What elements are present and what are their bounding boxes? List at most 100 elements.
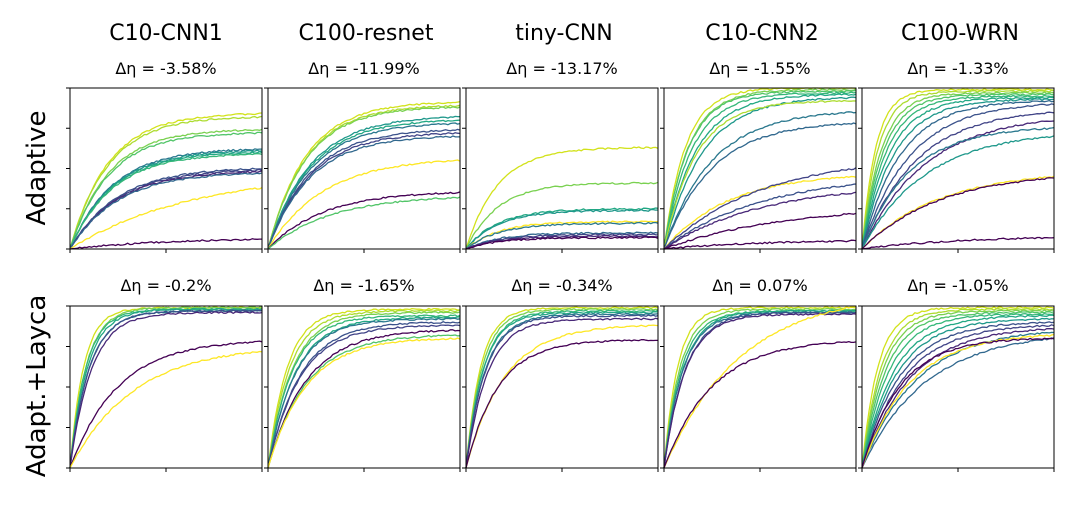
curve [861,135,1055,250]
curve [267,334,461,469]
panel-frame [69,87,263,250]
curve [267,311,461,469]
panel-adapt-layca-c100-resnet: Δη = -1.65% [264,276,461,472]
curve [465,221,659,250]
curve [465,146,659,250]
curve [267,329,461,469]
curve [267,314,461,469]
panel-adaptive-c10-cnn2: Δη = -1.55% [660,59,857,253]
curve [861,324,1055,469]
curve [267,196,461,250]
curve [465,317,659,469]
curve [663,90,856,250]
curve [663,305,857,469]
curve [663,239,857,250]
curve [465,309,659,469]
curve [465,312,659,469]
curve [465,311,659,469]
panel-adapt-layca-tiny-cnn: Δη = -0.34% [462,276,659,472]
curve [465,234,659,250]
column-title-c10-cnn1: C10-CNN1 [109,21,223,46]
curve [861,337,1055,469]
curve [267,101,461,250]
curve [69,238,262,250]
curve [267,191,461,250]
curve [861,111,1055,250]
panel-adaptive-tiny-cnn: Δη = -13.17% [462,59,659,253]
curve [861,331,1055,469]
panel-adapt-layca-c10-cnn2: Δη = 0.07% [660,276,857,472]
curve [69,311,263,469]
curve [663,212,857,250]
column-title-c10-cnn2: C10-CNN2 [705,21,819,46]
curve [69,168,263,250]
curve [861,312,1055,469]
curve [267,106,461,250]
delta-annotation: Δη = -1.55% [709,59,810,78]
delta-annotation: Δη = -0.34% [511,276,612,295]
curve [663,88,857,250]
curve [69,307,263,469]
curve [267,307,461,469]
column-title-tiny-cnn: tiny-CNN [515,21,613,46]
delta-annotation: Δη = -11.99% [308,59,419,78]
column-title-c100-wrn: C100-WRN [901,21,1019,46]
curve [465,220,659,250]
curve [663,191,857,250]
curve [69,340,263,469]
curve [69,112,263,250]
curve [267,135,461,250]
curve [861,91,1055,250]
curve [267,317,461,469]
curve [861,337,1055,469]
panel-adapt-layca-c10-cnn1: Δη = -0.2% [66,276,263,472]
curve [861,236,1055,250]
curve [69,306,263,469]
row-labels: Adaptive Adapt.+Layca [22,110,52,477]
curve [69,128,263,250]
curve [663,96,857,250]
curve [861,88,1055,250]
curve [663,312,857,469]
curve [267,128,461,250]
curve [267,132,461,250]
curve [465,314,659,469]
curve [267,337,461,469]
curve [663,183,857,250]
curve [861,126,1055,250]
row-label-adaptive: Adaptive [22,110,52,225]
delta-annotation: Δη = -0.2% [120,276,211,295]
curve [861,327,1055,469]
curve [267,122,461,250]
curve [465,236,659,250]
curve [861,333,1055,469]
curve [69,186,263,250]
curve [861,96,1055,250]
curve [465,338,658,469]
panel-adaptive-c100-resnet: Δη = -11.99% [264,59,461,253]
delta-annotation: Δη = -1.33% [907,59,1008,78]
curve [267,119,461,250]
panel-adaptive-c100-wrn: Δη = -1.33% [858,59,1055,253]
delta-annotation: Δη = 0.07% [712,276,808,295]
panel-frame [69,305,263,469]
delta-annotation: Δη = -3.58% [115,59,216,78]
delta-annotation: Δη = -1.05% [907,276,1008,295]
column-title-c100-resnet: C100-resnet [299,21,434,46]
panel-adaptive-c10-cnn1: Δη = -3.58% [66,59,263,253]
curve [663,307,857,469]
curve [861,307,1055,469]
curve [861,98,1055,250]
curve [663,111,857,250]
curve [69,172,263,250]
row-label-adapt-layca: Adapt.+Layca [22,295,52,478]
curve [861,177,1055,250]
curve [663,99,857,250]
curve [465,233,659,250]
curve [861,89,1055,250]
curve [69,152,263,250]
curve [69,149,263,250]
curve [861,120,1055,250]
delta-annotation: Δη = -13.17% [506,59,617,78]
curve [861,103,1055,250]
